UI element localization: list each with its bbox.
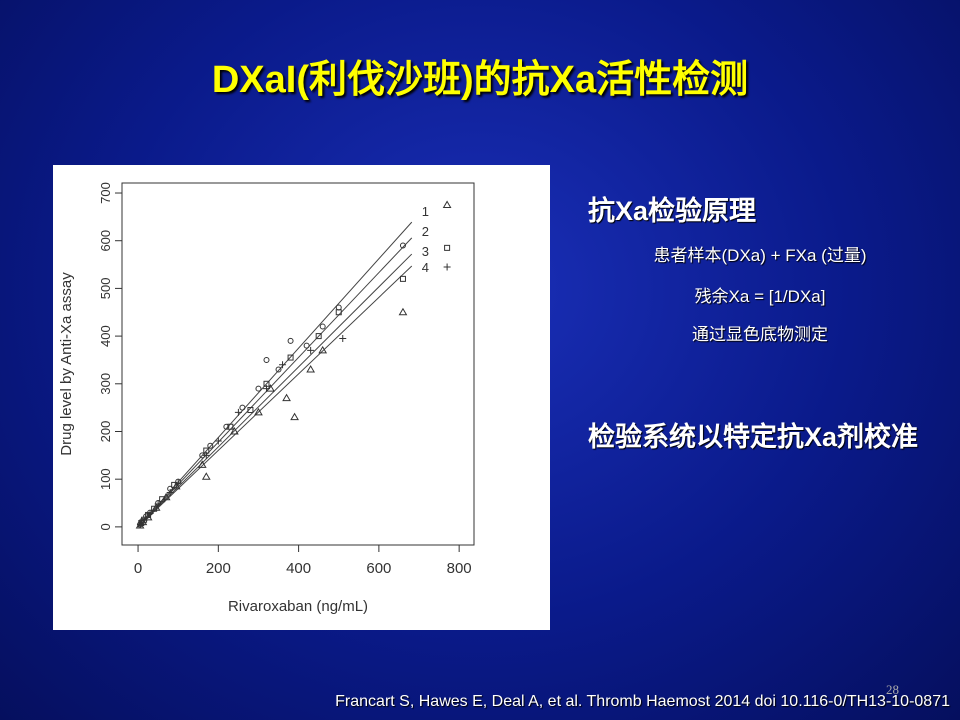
- x-tick-label: 400: [286, 560, 311, 577]
- fit-line: [137, 237, 413, 528]
- y-axis-label: Drug level by Anti-Xa assay: [58, 272, 75, 456]
- point: [151, 505, 158, 512]
- point: [146, 510, 154, 518]
- plot-frame: [121, 182, 475, 546]
- chart: Rivaroxaban (ng/mL) Drug level by Anti-X…: [53, 165, 550, 630]
- page-number: 28: [886, 682, 899, 697]
- point: [262, 385, 270, 393]
- point: [201, 472, 211, 480]
- point: [174, 479, 182, 487]
- point: [307, 346, 315, 354]
- point: [255, 385, 262, 392]
- y-tick-label: 100: [98, 468, 113, 490]
- fit-line: [137, 221, 413, 528]
- point: [318, 345, 328, 354]
- point: [287, 337, 294, 344]
- x-tick-label: 800: [447, 560, 472, 577]
- point: [154, 500, 162, 508]
- point: [275, 366, 282, 373]
- point: [159, 496, 166, 503]
- y-tick-label: 700: [98, 182, 113, 204]
- point: [444, 244, 451, 251]
- point: [254, 407, 263, 416]
- point: [290, 412, 299, 421]
- point: [315, 333, 322, 340]
- point: [227, 423, 234, 430]
- point: [282, 393, 291, 402]
- x-tick-label: 200: [206, 560, 231, 577]
- y-tick-label: 400: [98, 325, 113, 347]
- point: [306, 364, 316, 373]
- y-tick-label: 0: [98, 523, 113, 530]
- y-tick-label: 200: [98, 421, 113, 443]
- citation: Francart S, Hawes E, Deal A, et al. Thro…: [335, 693, 950, 710]
- fit-label: 1: [422, 204, 429, 219]
- point: [230, 426, 239, 435]
- sub-bullet: 通过显色底物测定: [692, 325, 828, 344]
- point: [442, 200, 452, 208]
- bullet: 检验系统以特定抗Xa剂校准: [588, 422, 919, 452]
- point: [197, 460, 207, 468]
- point: [399, 242, 406, 249]
- point: [443, 263, 451, 271]
- point: [335, 309, 342, 316]
- fit-label: 3: [422, 244, 429, 259]
- sub-bullet: 残余Xa = [1/DXa]: [694, 287, 826, 306]
- point: [202, 451, 210, 459]
- y-tick-label: 600: [98, 230, 113, 252]
- point: [399, 275, 406, 282]
- fit-line: [137, 265, 413, 528]
- point: [335, 304, 342, 311]
- point: [214, 437, 222, 445]
- point: [266, 384, 275, 392]
- x-tick-label: 0: [134, 560, 142, 577]
- slide-title: DXaI(利伐沙班)的抗Xa活性检测: [211, 59, 749, 101]
- point: [207, 442, 214, 449]
- sub-bullet: 患者样本(DXa) + FXa (过量): [653, 246, 867, 265]
- point: [136, 520, 144, 528]
- point: [303, 342, 310, 349]
- point: [398, 307, 408, 316]
- point: [234, 408, 242, 416]
- x-axis-label: Rivaroxaban (ng/mL): [228, 598, 368, 615]
- point: [171, 481, 178, 488]
- bullet: 抗Xa检验原理: [588, 196, 757, 226]
- fit-label: 4: [422, 260, 429, 275]
- point: [263, 356, 270, 363]
- point: [223, 423, 230, 430]
- point: [166, 489, 174, 497]
- point: [319, 323, 326, 330]
- point: [239, 404, 246, 411]
- point: [140, 516, 148, 524]
- fit-label: 2: [422, 224, 429, 239]
- point: [287, 354, 294, 361]
- point: [279, 361, 287, 369]
- point: [339, 334, 347, 342]
- y-tick-label: 300: [98, 373, 113, 395]
- fit-line: [137, 253, 413, 528]
- y-tick-label: 500: [98, 278, 113, 300]
- x-tick-label: 600: [366, 560, 391, 577]
- point: [161, 492, 171, 501]
- point: [247, 407, 254, 414]
